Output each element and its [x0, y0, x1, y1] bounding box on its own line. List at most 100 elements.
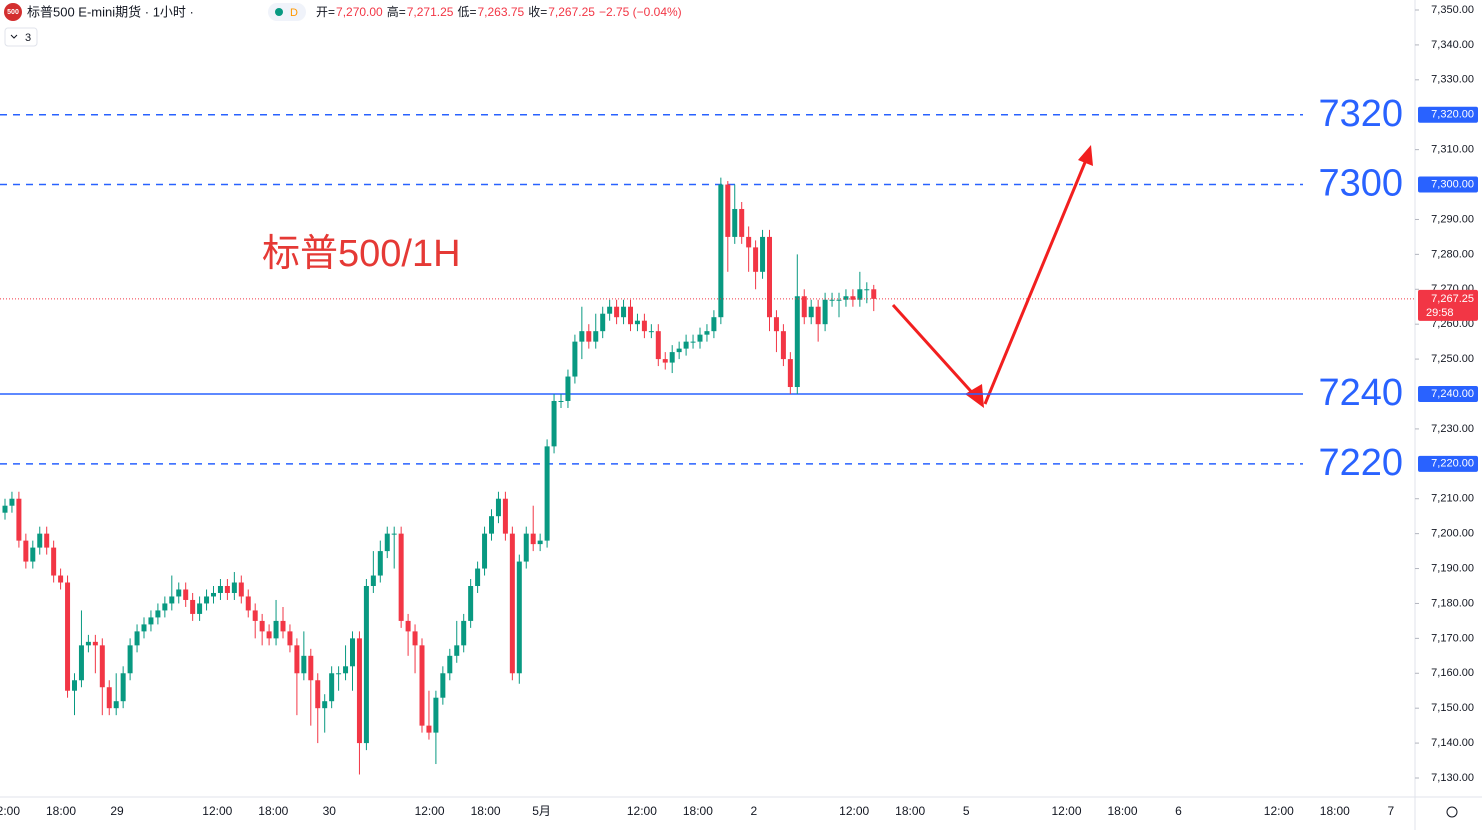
candle-body	[92, 641, 98, 646]
candle-body	[753, 247, 759, 272]
candle-body	[704, 331, 710, 335]
level-badge	[1418, 386, 1478, 402]
candle-body	[614, 306, 620, 318]
x-tick-label: 12:00	[627, 804, 657, 818]
candle-body	[99, 645, 105, 688]
candle-body	[9, 498, 15, 506]
candle-body	[245, 596, 251, 611]
x-tick-label: 12:00	[839, 804, 869, 818]
settings-icon[interactable]	[1446, 806, 1458, 818]
candle-body	[475, 568, 481, 586]
candle-body	[211, 592, 216, 597]
candle-body	[468, 586, 474, 621]
annotation: 标普500/1H	[262, 233, 461, 275]
y-tick-label: 7,130.00	[1431, 772, 1474, 784]
candle-body	[336, 673, 342, 675]
x-tick-label: 12:00	[415, 804, 445, 818]
legend-key: 高=	[387, 4, 406, 19]
candle-body	[252, 610, 258, 621]
level-badge-text: 7,240.00	[1431, 388, 1474, 400]
candle-body	[78, 645, 84, 681]
candle-body	[767, 236, 772, 318]
candle-body	[155, 610, 161, 618]
x-tick-label: 18:00	[683, 804, 713, 818]
y-tick-label: 7,200.00	[1431, 528, 1474, 540]
candle-body	[266, 631, 272, 639]
candle-body	[634, 320, 640, 325]
candle-body	[760, 236, 766, 272]
candle-body	[662, 359, 668, 363]
candle-body	[426, 725, 432, 733]
y-tick-label: 7,150.00	[1431, 702, 1474, 714]
x-tick-label: 7	[1387, 804, 1394, 818]
chevron	[10, 34, 18, 39]
y-tick-label: 7,160.00	[1431, 667, 1474, 679]
status-pill[interactable]	[268, 3, 306, 21]
candle-body	[836, 299, 842, 301]
candle-body	[794, 296, 800, 388]
candle-body	[176, 589, 182, 597]
candle-body	[482, 533, 488, 569]
level-label: 7300	[1318, 163, 1403, 205]
candle-body	[572, 341, 578, 377]
candle-body	[308, 655, 314, 681]
candle-body	[190, 599, 196, 614]
x-tick-label: 18:00	[1107, 804, 1137, 818]
candle-body	[558, 400, 564, 402]
candle-body	[725, 184, 731, 237]
candle-body	[544, 446, 550, 541]
candle-body	[600, 313, 606, 332]
x-tick-label: 18:00	[1320, 804, 1350, 818]
candle-body	[127, 645, 133, 674]
candle-body	[537, 540, 543, 545]
candle-body	[676, 348, 682, 353]
candle-body	[648, 331, 654, 333]
candle-body	[579, 331, 585, 342]
candle-body	[37, 533, 43, 548]
candle-body	[85, 641, 91, 646]
candle-body	[711, 317, 717, 332]
y-tick-label: 7,290.00	[1431, 213, 1474, 225]
x-tick-label: 18:00	[895, 804, 925, 818]
candle-body	[259, 620, 265, 632]
candle-body	[329, 673, 335, 702]
y-tick-label: 7,210.00	[1431, 493, 1474, 505]
candle-body	[58, 575, 64, 583]
legend-value: 7,270.00	[336, 5, 383, 19]
candle-body	[433, 697, 439, 733]
candle-body	[350, 638, 355, 667]
candle-body	[343, 666, 349, 674]
candle-body	[65, 582, 71, 691]
x-tick-label: 6	[1175, 804, 1182, 818]
candle-body	[454, 645, 460, 656]
y-tick-label: 7,330.00	[1431, 74, 1474, 86]
candle-body	[273, 620, 279, 639]
x-tick-label: 29	[110, 804, 124, 818]
candle-body	[72, 680, 77, 691]
candle-body	[419, 645, 425, 726]
candle-body	[502, 498, 508, 534]
candle-body	[683, 341, 689, 349]
level-label: 7220	[1318, 442, 1403, 484]
candle-body	[447, 655, 453, 674]
candle-body	[773, 317, 779, 332]
candle-body	[106, 687, 112, 709]
indicator-toggle[interactable]	[4, 27, 38, 47]
legend-key: 低=	[457, 5, 476, 19]
level-badge	[1418, 176, 1478, 193]
candle-body	[23, 540, 29, 562]
candle-body	[530, 533, 536, 545]
level-badge-text: 7,220.00	[1431, 458, 1474, 470]
candle-body	[217, 586, 223, 593]
candle-body	[746, 236, 752, 248]
last-price-text: 7,267.25	[1431, 293, 1474, 305]
indicator-count: 3	[25, 32, 31, 44]
candle-body	[697, 334, 703, 342]
candle-body	[815, 306, 821, 325]
candle-body	[489, 516, 494, 534]
candle-body	[398, 533, 404, 621]
x-tick-label: 18:00	[471, 804, 501, 818]
candle-body	[301, 655, 307, 674]
candle-body	[204, 596, 210, 604]
